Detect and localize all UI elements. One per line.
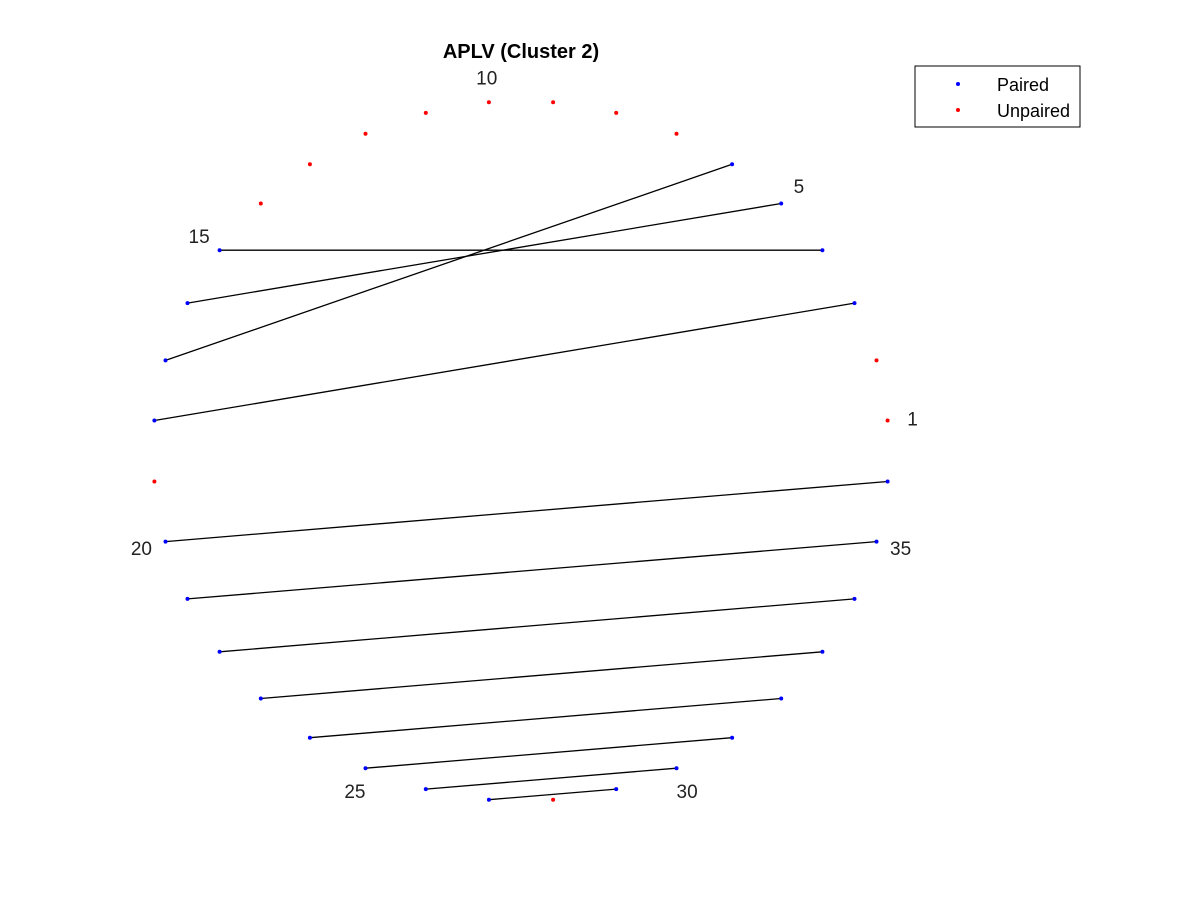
position-point-7 (674, 131, 679, 136)
position-point-30 (674, 766, 679, 771)
position-points (152, 100, 890, 802)
position-point-12 (363, 131, 368, 136)
position-point-25 (363, 766, 368, 771)
position-point-27 (486, 797, 491, 802)
pair-lines (154, 163, 888, 801)
position-point-19 (152, 479, 157, 484)
position-label-20: 20 (131, 539, 152, 560)
position-point-3 (852, 301, 857, 306)
position-point-22 (217, 649, 222, 654)
position-point-24 (307, 735, 312, 740)
position-point-6 (730, 162, 735, 167)
pair-line-24-32 (309, 697, 782, 739)
position-label-35: 35 (890, 539, 911, 560)
position-point-26 (423, 787, 428, 792)
position-point-33 (820, 649, 825, 654)
pair-line-22-34 (219, 598, 855, 653)
position-point-4 (820, 248, 825, 253)
position-point-5 (779, 201, 784, 206)
position-point-29 (614, 787, 619, 792)
position-point-31 (730, 735, 735, 740)
position-point-2 (874, 358, 879, 363)
legend-marker-paired (956, 82, 960, 86)
pair-line-21-35 (187, 540, 877, 600)
legend-marker-unpaired (956, 108, 960, 112)
position-point-16 (185, 301, 190, 306)
position-point-15 (217, 248, 222, 253)
position-point-23 (258, 696, 263, 701)
position-point-10 (486, 100, 491, 105)
position-point-36 (885, 479, 890, 484)
position-label-15: 15 (189, 227, 210, 248)
pair-line-3-18 (154, 302, 855, 422)
position-point-9 (551, 100, 556, 105)
pair-line-5-16 (187, 202, 782, 304)
pair-line-27-29 (488, 788, 617, 801)
position-point-14 (258, 201, 263, 206)
pair-line-25-31 (365, 737, 733, 769)
legend[interactable]: Paired Unpaired (914, 65, 1081, 128)
pair-line-26-30 (425, 767, 677, 790)
position-label-25: 25 (344, 782, 365, 803)
position-label-30: 30 (677, 782, 698, 803)
position-point-11 (423, 110, 428, 115)
legend-label-paired: Paired (997, 75, 1049, 95)
pair-line-23-33 (260, 651, 823, 700)
pair-line-20-36 (165, 480, 888, 543)
pair-line-6-17 (165, 163, 733, 362)
position-point-18 (152, 418, 157, 423)
legend-label-unpaired: Unpaired (997, 101, 1070, 121)
position-label-1: 1 (907, 409, 918, 430)
position-point-8 (614, 110, 619, 115)
legend-box (914, 65, 1081, 128)
position-point-32 (779, 696, 784, 701)
position-point-34 (852, 596, 857, 601)
position-label-5: 5 (794, 177, 805, 198)
position-point-35 (874, 539, 879, 544)
position-point-21 (185, 596, 190, 601)
chart-title: APLV (Cluster 2) (443, 41, 599, 63)
position-label-10: 10 (476, 68, 497, 89)
position-point-17 (163, 358, 168, 363)
position-point-1 (885, 418, 890, 423)
position-point-20 (163, 539, 168, 544)
position-point-28 (551, 797, 556, 802)
position-point-13 (307, 162, 312, 167)
